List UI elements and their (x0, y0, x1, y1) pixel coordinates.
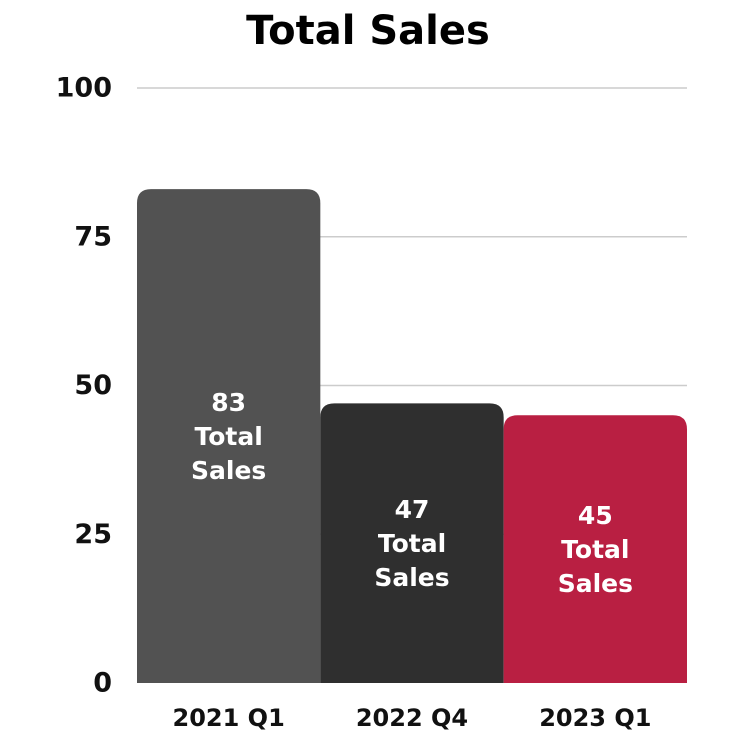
bar-data-label-line: Sales (191, 456, 266, 485)
bar-data-label-line: Total (195, 422, 263, 451)
chart-title: Total Sales (246, 8, 490, 54)
bar-data-label-line: Sales (558, 569, 633, 598)
y-tick-label: 100 (56, 73, 112, 104)
bar-data-label-line: Total (561, 535, 629, 564)
x-category-label: 2021 Q1 (173, 704, 285, 732)
bar-data-label-line: Total (378, 529, 446, 558)
bar-data-label: 45 Total Sales (558, 501, 633, 598)
x-category-label: 2023 Q1 (539, 704, 651, 732)
bar-data-label-line: 45 (578, 501, 613, 530)
y-tick-label: 25 (74, 519, 112, 550)
bar-data-label-line: 47 (395, 495, 430, 524)
bar[interactable] (503, 415, 687, 683)
bar-data-label-line: 83 (211, 388, 246, 417)
bar-data-label: 47 Total Sales (374, 495, 449, 592)
x-category-label: 2022 Q4 (356, 704, 468, 732)
y-tick-label: 75 (74, 221, 112, 252)
bar-data-label-line: Sales (374, 563, 449, 592)
y-tick-label: 50 (74, 370, 112, 401)
bar-data-label: 83 Total Sales (191, 388, 266, 485)
bar[interactable] (137, 189, 321, 683)
y-tick-label: 0 (93, 668, 112, 699)
bar[interactable] (320, 403, 504, 683)
